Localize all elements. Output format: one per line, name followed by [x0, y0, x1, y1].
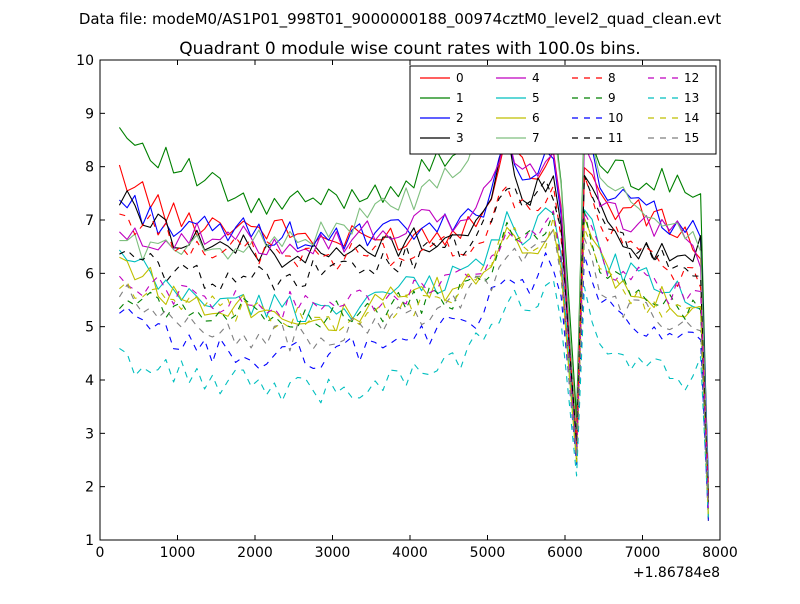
series-line-14 — [119, 216, 709, 521]
series-line-11 — [119, 175, 709, 509]
legend-label-8: 8 — [608, 71, 616, 85]
legend-label-5: 5 — [532, 91, 540, 105]
legend-box — [409, 65, 717, 155]
legend-label-11: 11 — [608, 131, 623, 145]
legend-label-6: 6 — [532, 111, 540, 125]
x-tick-label: 4000 — [392, 545, 428, 561]
y-tick-label: 8 — [85, 160, 94, 176]
series-line-9 — [118, 210, 709, 503]
legend-label-1: 1 — [456, 91, 464, 105]
series-line-13 — [119, 279, 709, 519]
legend-label-15: 15 — [684, 131, 699, 145]
series-line-7 — [119, 75, 709, 489]
series-line-10 — [119, 252, 709, 522]
y-tick-label: 3 — [85, 426, 94, 442]
x-tick-label: 3000 — [315, 545, 351, 561]
y-tick-label: 10 — [76, 53, 94, 69]
x-offset-label: +1.86784e8 — [633, 565, 720, 581]
legend-label-3: 3 — [456, 131, 464, 145]
series-line-8 — [119, 175, 709, 493]
x-tick-label: 7000 — [625, 545, 661, 561]
series-line-5 — [118, 207, 709, 517]
x-tick-label: 6000 — [547, 545, 583, 561]
x-tick-label: 2000 — [237, 545, 273, 561]
x-tick-label: 1000 — [160, 545, 196, 561]
legend-label-10: 10 — [608, 111, 623, 125]
legend-label-12: 12 — [684, 71, 699, 85]
axes-layer: 0 1000 2000 3000 4000 5000 6000 7000 80001234567… — [76, 53, 738, 581]
y-tick-label: 2 — [85, 480, 94, 496]
y-tick-label: 4 — [85, 373, 94, 389]
series-line-4 — [119, 130, 709, 505]
y-tick-label: 5 — [85, 320, 94, 336]
series-line-12 — [118, 210, 709, 511]
series-layer — [118, 75, 709, 522]
chart-title: Quadrant 0 module wise count rates with … — [179, 39, 640, 59]
series-line-1 — [118, 111, 709, 498]
x-tick-label: 8000 — [702, 545, 738, 561]
legend-label-4: 4 — [532, 71, 540, 85]
y-tick-label: 1 — [85, 533, 94, 549]
x-tick-label: 0 — [96, 545, 105, 561]
y-tick-label: 9 — [85, 106, 94, 122]
series-line-2 — [119, 134, 709, 479]
legend-label-7: 7 — [532, 131, 540, 145]
y-tick-label: 6 — [85, 266, 94, 282]
legend-label-14: 14 — [684, 111, 699, 125]
legend-label-13: 13 — [684, 91, 699, 105]
y-tick-label: 7 — [85, 213, 94, 229]
x-tick-label: 5000 — [470, 545, 506, 561]
supertitle: Data file: modeM0/AS1P01_998T01_90000001… — [79, 10, 721, 29]
legend-label-9: 9 — [608, 91, 616, 105]
series-line-3 — [118, 128, 709, 499]
legend-label-2: 2 — [456, 111, 464, 125]
series-line-0 — [118, 132, 709, 488]
legend-label-0: 0 — [456, 71, 464, 85]
